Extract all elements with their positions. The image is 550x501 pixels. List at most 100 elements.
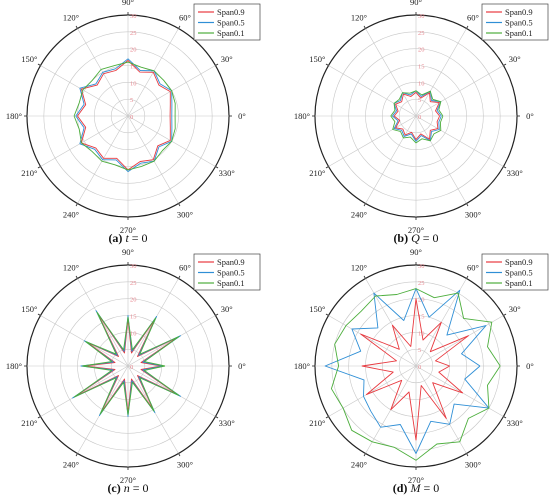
angle-tick-label: 150° [21,54,37,64]
angle-tick-label: 30° [221,54,233,64]
series-line-span0-9 [393,91,441,141]
angle-tick-label: 330° [219,168,235,178]
angular-gridline [415,365,504,417]
angular-gridline [415,65,504,117]
legend-entry-label: Span0.5 [217,268,245,278]
radial-tick-label: 5 [418,97,421,104]
angle-tick-mark [37,166,41,169]
angle-tick-label: 30° [221,304,233,314]
angle-tick-label: 180° [6,361,22,371]
panel-caption: (b) Q = 0 [393,231,438,245]
legend-entry-label: Span0.5 [505,268,533,278]
series-line-span0-9 [360,298,469,441]
radial-tick-label: 15 [418,314,425,321]
angle-tick-label: 30° [509,54,521,64]
panel-caption-variable: t [125,231,129,245]
panel-caption-value: = 0 [420,481,439,495]
angular-gridline [77,278,129,367]
series-line-span0-1 [73,61,176,171]
angle-tick-label: 300° [465,460,481,470]
series-line-span0-5 [324,288,490,454]
angle-tick-mark [215,166,219,169]
angle-tick-label: 330° [219,418,235,428]
radial-tick-label: 10 [418,80,425,87]
radial-tick-label: 30 [130,263,137,270]
radial-tick-label: 20 [418,47,425,54]
angle-tick-mark [75,203,78,207]
panel-caption: (a) t = 0 [108,231,147,245]
legend-entry-label: Span0.5 [217,18,245,28]
angular-gridline [127,365,216,417]
angular-gridline [328,115,417,167]
radial-tick-label: 15 [418,64,425,71]
radial-tick-label: 0 [130,114,133,121]
angle-tick-mark [503,166,507,169]
angle-tick-label: 90° [410,247,422,257]
angle-tick-mark [466,453,469,457]
angle-tick-mark [325,63,329,66]
angle-tick-label: 120° [351,12,367,22]
angular-gridline [365,278,417,367]
angle-tick-label: 270° [120,475,136,485]
angle-tick-label: 210° [309,418,325,428]
angle-tick-label: 180° [6,111,22,121]
angle-tick-label: 150° [309,54,325,64]
angle-tick-mark [363,203,366,207]
angle-tick-mark [215,313,219,316]
angle-tick-label: 270° [408,475,424,485]
angular-gridline [40,365,129,417]
angular-gridline [127,315,216,367]
angle-tick-label: 60° [467,12,479,22]
angle-tick-mark [37,313,41,316]
angle-tick-label: 180° [294,111,310,121]
series-line-span0-9 [77,59,171,171]
polar-panel-3: 0° 30° 60° 90° 120° 150° 180° 210° 240° 270° 300° 3… [6,247,261,495]
polar-panel-1: 0° 30° 60° 90° 120° 150° 180° 210° 240° 270° 300° 3… [6,0,261,245]
angle-tick-label: 330° [507,168,523,178]
polar-panel-4: 0° 30° 60° 90° 120° 150° 180° 210° 240° 270° 300° 3… [294,247,549,495]
angle-tick-mark [178,25,181,29]
angle-tick-label: 0° [526,361,534,371]
angular-gridline [40,115,129,167]
radial-tick-label: 25 [418,30,425,37]
angle-tick-label: 120° [63,262,79,272]
angle-tick-mark [325,166,329,169]
angle-tick-label: 0° [238,361,246,371]
angle-tick-mark [215,416,219,419]
angular-gridline [415,115,467,204]
radial-tick-label: 0 [418,114,421,121]
angle-tick-label: 240° [63,210,79,220]
radial-tick-label: 30 [418,263,425,270]
panel-caption-letter: (c) [107,481,123,495]
legend-entry-label: Span0.1 [217,278,245,288]
angular-gridline [415,115,504,167]
angle-tick-mark [503,313,507,316]
legend-entry-label: Span0.1 [505,28,533,38]
angle-tick-label: 330° [507,418,523,428]
legend-entry-label: Span0.9 [217,7,245,17]
radial-tick-label: 30 [418,13,425,20]
series-line-span0-5 [72,310,181,417]
angular-gridline [328,365,417,417]
legend-entry-label: Span0.9 [505,7,533,17]
panel-caption: (c) n = 0 [107,481,148,495]
series-line-span0-1 [330,288,501,461]
panel-caption-value: = 0 [129,231,148,245]
series-line-span0-1 [390,90,444,144]
angle-tick-label: 210° [309,168,325,178]
angle-tick-label: 150° [21,304,37,314]
angle-tick-label: 270° [408,225,424,235]
angle-tick-label: 150° [309,304,325,314]
legend-entry-label: Span0.1 [217,28,245,38]
legend-entry-label: Span0.9 [505,257,533,267]
angular-gridline [365,115,417,204]
angle-tick-label: 300° [177,460,193,470]
panel-caption-variable: n [124,481,130,495]
angular-gridline [415,365,467,454]
angle-tick-label: 240° [351,210,367,220]
legend-entry-label: Span0.5 [505,18,533,28]
radial-tick-label: 10 [130,80,137,87]
angle-tick-label: 90° [122,247,134,257]
radial-tick-label: 20 [130,47,137,54]
